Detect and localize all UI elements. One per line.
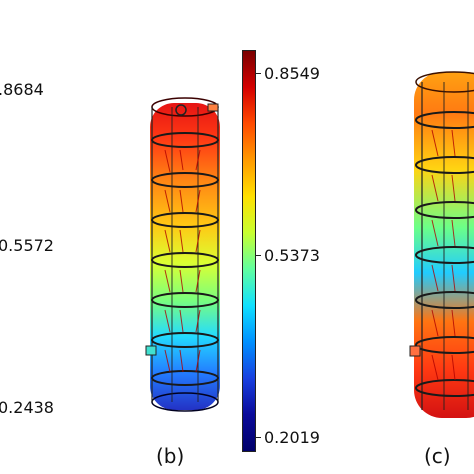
colorbar-min-label: 0.2019 — [264, 428, 320, 447]
column-b — [145, 97, 220, 412]
colorbar — [242, 50, 256, 452]
panel-label-c: (c) — [424, 444, 451, 468]
column-c — [409, 71, 474, 418]
left-scale-top-label: .8684 — [0, 80, 44, 99]
colorbar-tick-mid — [256, 255, 261, 256]
left-scale-bot-label: 0.2438 — [0, 398, 54, 417]
colorbar-mid-label: 0.5373 — [264, 246, 320, 265]
panel-label-b: (b) — [156, 444, 185, 468]
colorbar-max-label: 0.8549 — [264, 64, 320, 83]
colorbar-tick-top — [256, 73, 261, 74]
colorbar-tick-bot — [256, 437, 261, 438]
left-scale-mid-label: 0.5572 — [0, 236, 54, 255]
